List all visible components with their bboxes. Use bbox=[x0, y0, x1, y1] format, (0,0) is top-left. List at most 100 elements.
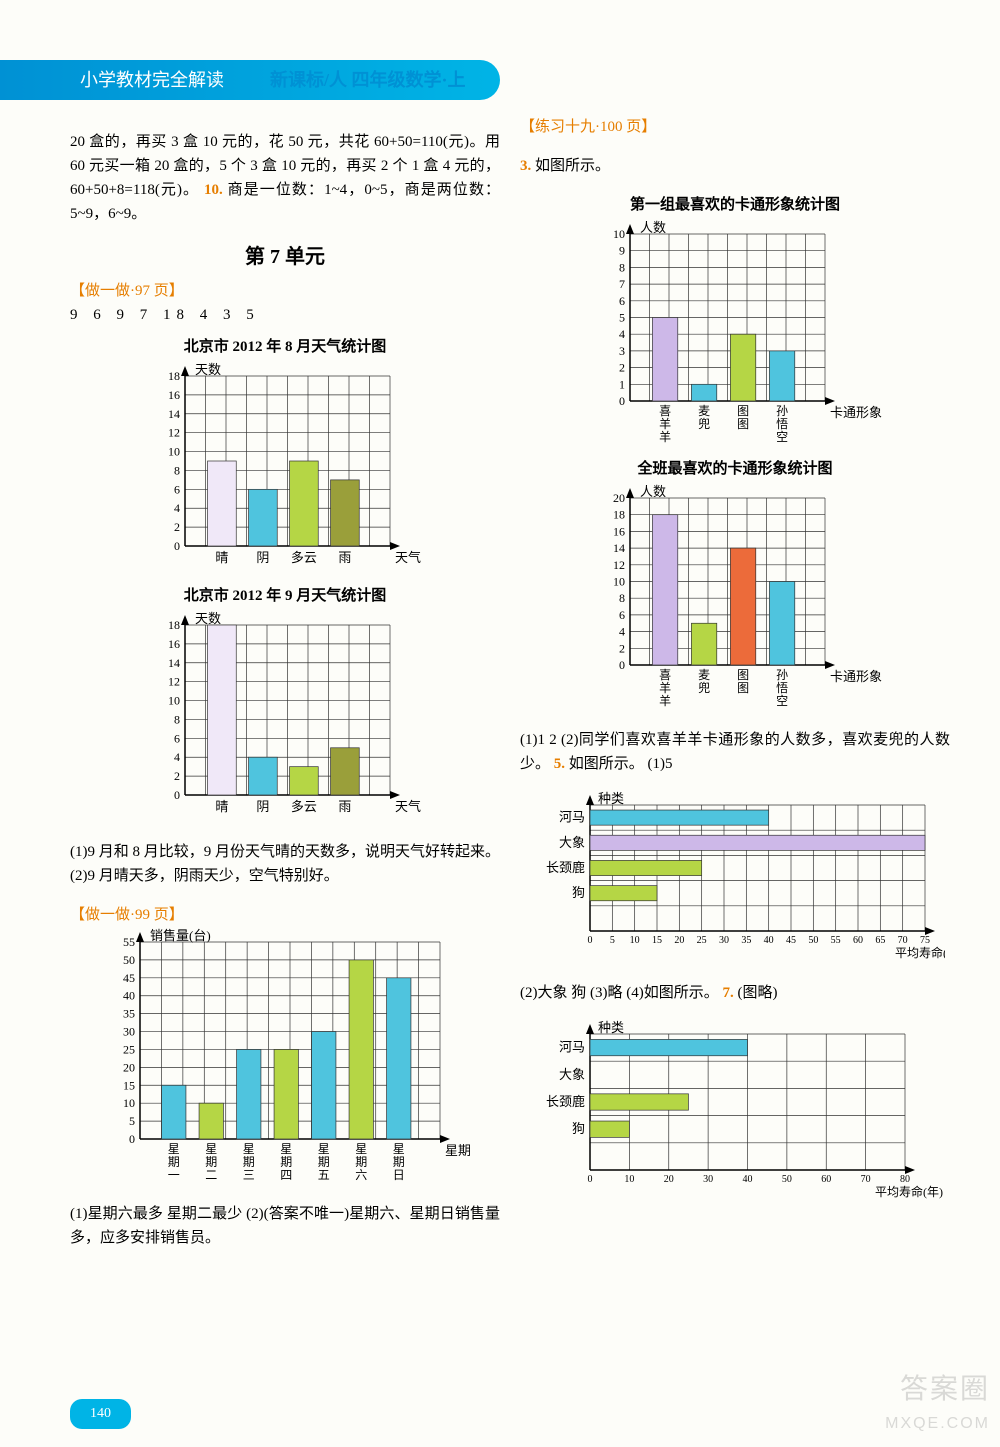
svg-text:16: 16 bbox=[613, 524, 625, 538]
svg-text:图: 图 bbox=[737, 404, 749, 418]
svg-text:14: 14 bbox=[168, 656, 180, 670]
svg-text:6: 6 bbox=[619, 608, 625, 622]
svg-text:10: 10 bbox=[168, 694, 180, 708]
svg-text:多云: 多云 bbox=[291, 799, 317, 814]
svg-text:25: 25 bbox=[697, 935, 707, 946]
q3-num: 3. bbox=[520, 158, 531, 174]
svg-text:兜: 兜 bbox=[698, 416, 710, 431]
svg-text:期: 期 bbox=[205, 1155, 217, 1169]
ex97-nums: 9 6 9 7 18 4 3 5 bbox=[70, 303, 500, 327]
svg-text:8: 8 bbox=[619, 591, 625, 605]
q10-num: 10. bbox=[204, 182, 223, 198]
chart1-title: 北京市 2012 年 8 月天气统计图 bbox=[70, 335, 500, 359]
chart2-title: 北京市 2012 年 9 月天气统计图 bbox=[70, 584, 500, 608]
svg-text:50: 50 bbox=[123, 953, 135, 967]
svg-text:30: 30 bbox=[719, 935, 729, 946]
svg-text:35: 35 bbox=[123, 1007, 135, 1021]
svg-text:14: 14 bbox=[613, 541, 625, 555]
svg-text:长颈鹿: 长颈鹿 bbox=[546, 860, 585, 875]
svg-text:羊: 羊 bbox=[659, 680, 671, 695]
left-column: 20 盒的，再买 3 盒 10 元的，花 50 元，共花 60+50=110(元… bbox=[70, 115, 500, 1265]
svg-text:0: 0 bbox=[619, 394, 625, 408]
chart4-title: 全班最喜欢的卡通形象统计图 bbox=[520, 457, 950, 481]
svg-text:长颈鹿: 长颈鹿 bbox=[546, 1094, 585, 1109]
svg-text:50: 50 bbox=[808, 935, 818, 946]
svg-text:6: 6 bbox=[174, 731, 180, 745]
svg-text:天气: 天气 bbox=[395, 550, 421, 565]
svg-text:1: 1 bbox=[619, 377, 625, 391]
svg-text:15: 15 bbox=[123, 1078, 135, 1092]
svg-text:5: 5 bbox=[610, 935, 615, 946]
q7-num: 7. bbox=[722, 985, 733, 1001]
svg-text:5: 5 bbox=[129, 1114, 135, 1128]
q3-line: 3. 如图所示。 bbox=[520, 154, 950, 178]
svg-text:10: 10 bbox=[613, 227, 625, 241]
svg-text:日: 日 bbox=[393, 1168, 405, 1182]
svg-text:18: 18 bbox=[168, 369, 180, 383]
svg-text:0: 0 bbox=[129, 1132, 135, 1146]
header-left: 小学教材完全解读 bbox=[80, 66, 224, 95]
watermark: 答案圈 MXQE.COM bbox=[885, 1367, 990, 1437]
chart1-wrap: 024681012141618晴阴多云雨天数天气 bbox=[70, 361, 500, 576]
svg-text:期: 期 bbox=[168, 1155, 180, 1169]
svg-text:卡通形象: 卡通形象 bbox=[830, 405, 882, 420]
chart-sales-wrap: 0510152025303540455055星期一星期二星期三星期四星期五星期六… bbox=[70, 927, 500, 1187]
svg-text:喜: 喜 bbox=[659, 404, 671, 418]
svg-text:羊: 羊 bbox=[659, 416, 671, 431]
svg-text:星期: 星期 bbox=[445, 1143, 470, 1158]
svg-text:16: 16 bbox=[168, 388, 180, 402]
svg-text:60: 60 bbox=[853, 935, 863, 946]
left-para1: 20 盒的，再买 3 盒 10 元的，花 50 元，共花 60+50=110(元… bbox=[70, 130, 500, 226]
svg-text:8: 8 bbox=[174, 463, 180, 477]
svg-text:7: 7 bbox=[619, 277, 625, 291]
chart3: 012345678910喜羊羊麦兜图图孙悟空人数卡通形象 bbox=[585, 219, 885, 449]
svg-text:种类: 种类 bbox=[598, 791, 624, 806]
svg-text:12: 12 bbox=[168, 675, 180, 689]
ans2: (1)星期六最多 星期二最少 (2)(答案不唯一)星期六、星期日销售量多，应多安… bbox=[70, 1202, 500, 1250]
header-right: 新课标/人 四年级数学·上 bbox=[270, 60, 466, 100]
svg-text:羊: 羊 bbox=[659, 429, 671, 444]
chart-life1-wrap: 051015202530354045505560657075河马大象长颈鹿狗种类… bbox=[520, 791, 950, 966]
svg-text:55: 55 bbox=[123, 935, 135, 949]
ex19-tag: 【练习十九·100 页】 bbox=[520, 115, 950, 139]
chart4: 02468101214161820喜羊羊麦兜图图孙悟空人数卡通形象 bbox=[585, 483, 885, 713]
svg-text:50: 50 bbox=[782, 1174, 792, 1185]
chart2: 024681012141618晴阴多云雨天数天气 bbox=[140, 610, 430, 825]
svg-text:2: 2 bbox=[174, 769, 180, 783]
svg-text:5: 5 bbox=[619, 311, 625, 325]
svg-text:星: 星 bbox=[243, 1142, 255, 1156]
svg-text:10: 10 bbox=[123, 1096, 135, 1110]
svg-text:多云: 多云 bbox=[291, 550, 317, 565]
svg-text:三: 三 bbox=[243, 1168, 255, 1182]
svg-text:喜: 喜 bbox=[659, 668, 671, 682]
svg-text:星: 星 bbox=[205, 1142, 217, 1156]
ex97-tag: 【做一做·97 页】 bbox=[70, 279, 500, 303]
svg-text:麦: 麦 bbox=[698, 668, 710, 682]
chart3-title: 第一组最喜欢的卡通形象统计图 bbox=[520, 193, 950, 217]
svg-text:期: 期 bbox=[318, 1155, 330, 1169]
content-columns: 20 盒的，再买 3 盒 10 元的，花 50 元，共花 60+50=110(元… bbox=[70, 115, 950, 1265]
svg-text:45: 45 bbox=[786, 935, 796, 946]
svg-text:河马: 河马 bbox=[559, 1040, 585, 1055]
svg-text:二: 二 bbox=[205, 1168, 217, 1182]
svg-text:14: 14 bbox=[168, 407, 180, 421]
svg-text:30: 30 bbox=[703, 1174, 713, 1185]
svg-text:4: 4 bbox=[174, 750, 180, 764]
svg-text:0: 0 bbox=[588, 1174, 593, 1185]
svg-text:3: 3 bbox=[619, 344, 625, 358]
ans3: (1)1 2 (2)同学们喜欢喜羊羊卡通形象的人数多，喜欢麦兜的人数少。 5. … bbox=[520, 728, 950, 776]
svg-text:0: 0 bbox=[174, 539, 180, 553]
svg-text:期: 期 bbox=[243, 1155, 255, 1169]
chart4-wrap: 02468101214161820喜羊羊麦兜图图孙悟空人数卡通形象 bbox=[520, 483, 950, 713]
svg-text:4: 4 bbox=[174, 501, 180, 515]
chart-life2: 01020304050607080河马大象长颈鹿狗种类平均寿命(年) bbox=[525, 1020, 945, 1205]
svg-text:麦: 麦 bbox=[698, 404, 710, 418]
svg-text:45: 45 bbox=[123, 971, 135, 985]
svg-text:阴: 阴 bbox=[256, 799, 269, 814]
svg-text:10: 10 bbox=[613, 575, 625, 589]
svg-text:20: 20 bbox=[613, 491, 625, 505]
page-number: 140 bbox=[70, 1399, 131, 1429]
svg-text:4: 4 bbox=[619, 327, 625, 341]
svg-text:人数: 人数 bbox=[640, 484, 666, 499]
svg-text:10: 10 bbox=[624, 1174, 634, 1185]
